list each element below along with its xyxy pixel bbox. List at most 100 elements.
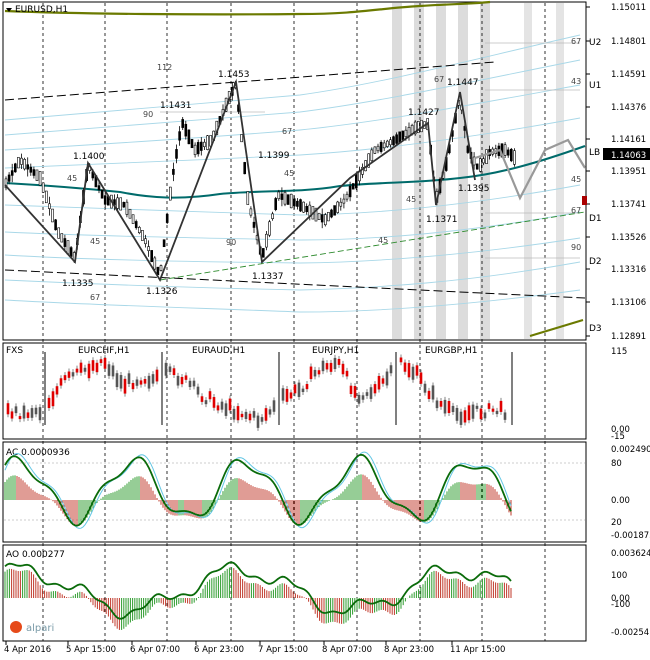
level-d1: D1 xyxy=(589,214,602,224)
level-reference-lines xyxy=(160,42,580,259)
level-d2: D2 xyxy=(589,257,602,267)
ao-label: AO 0.000277 xyxy=(6,550,65,560)
price-tick: 1.13106 xyxy=(611,298,646,308)
current-price-box xyxy=(603,148,650,160)
svg-text:45: 45 xyxy=(571,175,581,184)
channel-lower-line xyxy=(4,269,586,299)
ao-axis-100: 100 xyxy=(611,571,627,581)
ao-main-line xyxy=(4,561,512,620)
ac-axis-80: 80 xyxy=(611,459,622,469)
level-u1: U1 xyxy=(589,81,601,91)
ao-axis-zero: 0.00 xyxy=(611,594,630,604)
pivot-label: 1.1335 xyxy=(62,279,94,289)
envelope-bottom-line xyxy=(529,318,584,338)
time-label: 8 Apr 23:00 xyxy=(384,645,434,655)
channel-upper-line xyxy=(4,61,496,101)
pivot-label: 1.1395 xyxy=(458,184,490,194)
chart-title: EURUSD,H1 xyxy=(15,5,68,15)
fxs-label: FXS xyxy=(6,346,23,356)
ao-axis-top: 0.003624 xyxy=(611,549,650,559)
time-label: 11 Apr 15:00 xyxy=(450,645,505,655)
pivot-label: 1.1371 xyxy=(426,215,458,225)
pivot-label: 1.1400 xyxy=(73,152,105,162)
fxs-separators xyxy=(44,352,513,425)
ac-axis-top: 0.002490 xyxy=(611,445,650,455)
time-label: 5 Apr 15:00 xyxy=(66,645,116,655)
price-tick: 1.13741 xyxy=(611,200,646,210)
session-shading xyxy=(392,3,564,339)
svg-text:67: 67 xyxy=(571,37,581,46)
time-label: 7 Apr 15:00 xyxy=(258,645,308,655)
zigzag-line xyxy=(4,78,476,283)
price-tick: 1.13951 xyxy=(611,167,646,177)
projection-line xyxy=(474,138,586,201)
price-tick: 1.14591 xyxy=(611,70,646,80)
pivot-label: 1.1337 xyxy=(252,272,284,282)
brand-name: alpari xyxy=(26,623,54,634)
price-tick: 1.13316 xyxy=(611,265,646,275)
price-tick: 1.14376 xyxy=(611,103,646,113)
fxs-pair-3: EURJPY,H1 xyxy=(312,346,359,356)
current-price: 1.14063 xyxy=(611,151,646,161)
triangle-down-icon[interactable] xyxy=(6,8,12,12)
svg-text:90: 90 xyxy=(226,238,236,247)
price-axis: 1.15011 1.14801 1.14591 1.14376 1.14161 1.139… xyxy=(586,3,646,342)
level-u2: U2 xyxy=(589,38,601,48)
price-tick: 1.15011 xyxy=(611,3,646,13)
fxs-candles xyxy=(6,354,507,431)
fxs-axis-zero: 0.00 xyxy=(611,425,630,435)
ac-main-line xyxy=(4,453,512,527)
svg-text:67: 67 xyxy=(282,127,292,136)
time-label: 6 Apr 23:00 xyxy=(194,645,244,655)
svg-text:67: 67 xyxy=(434,75,444,84)
alpari-logo-icon xyxy=(10,621,22,633)
price-tick: 1.12891 xyxy=(611,332,646,342)
ao-histogram xyxy=(4,567,512,630)
price-marker xyxy=(582,196,587,205)
svg-text:45: 45 xyxy=(284,169,294,178)
ac-signal-line xyxy=(4,451,512,529)
fxs-pair-4: EURGBP,H1 xyxy=(425,346,477,356)
svg-text:45: 45 xyxy=(406,195,416,204)
pivot-labels: 1.1453 1.1431 1.1400 1.1399 1.1335 1.132… xyxy=(62,70,490,297)
pivot-label: 1.1326 xyxy=(146,287,178,297)
price-tick: 1.14161 xyxy=(611,135,646,145)
ac-axis-zero: 0.00 xyxy=(611,496,630,506)
svg-text:45: 45 xyxy=(90,237,100,246)
level-d3: D3 xyxy=(589,324,602,334)
svg-text:45: 45 xyxy=(67,174,77,183)
svg-text:67: 67 xyxy=(571,206,581,215)
pivot-label: 1.1399 xyxy=(258,151,290,161)
time-label: 4 Apr 2016 xyxy=(4,645,51,655)
svg-text:90: 90 xyxy=(143,110,153,119)
svg-text:90: 90 xyxy=(571,243,581,252)
price-tick: 1.14801 xyxy=(611,37,646,47)
fxs-pair-1: EURCHF,H1 xyxy=(78,346,130,356)
ac-panel[interactable] xyxy=(2,441,587,543)
moving-average-line xyxy=(4,145,586,199)
level-labels: U2 U1 LB D1 D2 D3 xyxy=(589,38,602,334)
fxs-axis-top: 115 xyxy=(611,347,627,357)
price-tick: 1.13526 xyxy=(611,233,646,243)
ac-axis-20: 20 xyxy=(611,518,622,528)
ac-label: AC 0.0000936 xyxy=(6,448,70,458)
time-axis: 4 Apr 2016 5 Apr 15:00 6 Apr 07:00 6 Apr 23… xyxy=(4,641,505,655)
vertical-gridlines xyxy=(42,3,546,641)
level-lb: LB xyxy=(589,148,600,158)
fxs-pair-2: EURAUD,H1 xyxy=(192,346,245,356)
ao-axis-bottom: -0.002541 xyxy=(611,628,650,638)
svg-text:67: 67 xyxy=(90,293,100,302)
svg-text:43: 43 xyxy=(571,77,581,86)
pivot-label: 1.1431 xyxy=(160,101,192,111)
time-label: 6 Apr 07:00 xyxy=(130,645,180,655)
ac-axis-bottom: -0.001873 xyxy=(611,531,650,541)
envelope-top-line xyxy=(4,0,491,16)
svg-text:112: 112 xyxy=(157,63,172,72)
ao-axis-neg100: -100 xyxy=(611,600,630,610)
fxs-axis-bottom: -15 xyxy=(611,432,625,442)
pivot-label: 1.1453 xyxy=(218,70,250,80)
svg-text:45: 45 xyxy=(378,236,388,245)
time-label: 8 Apr 07:00 xyxy=(322,645,372,655)
pivot-label: 1.1447 xyxy=(447,78,479,88)
